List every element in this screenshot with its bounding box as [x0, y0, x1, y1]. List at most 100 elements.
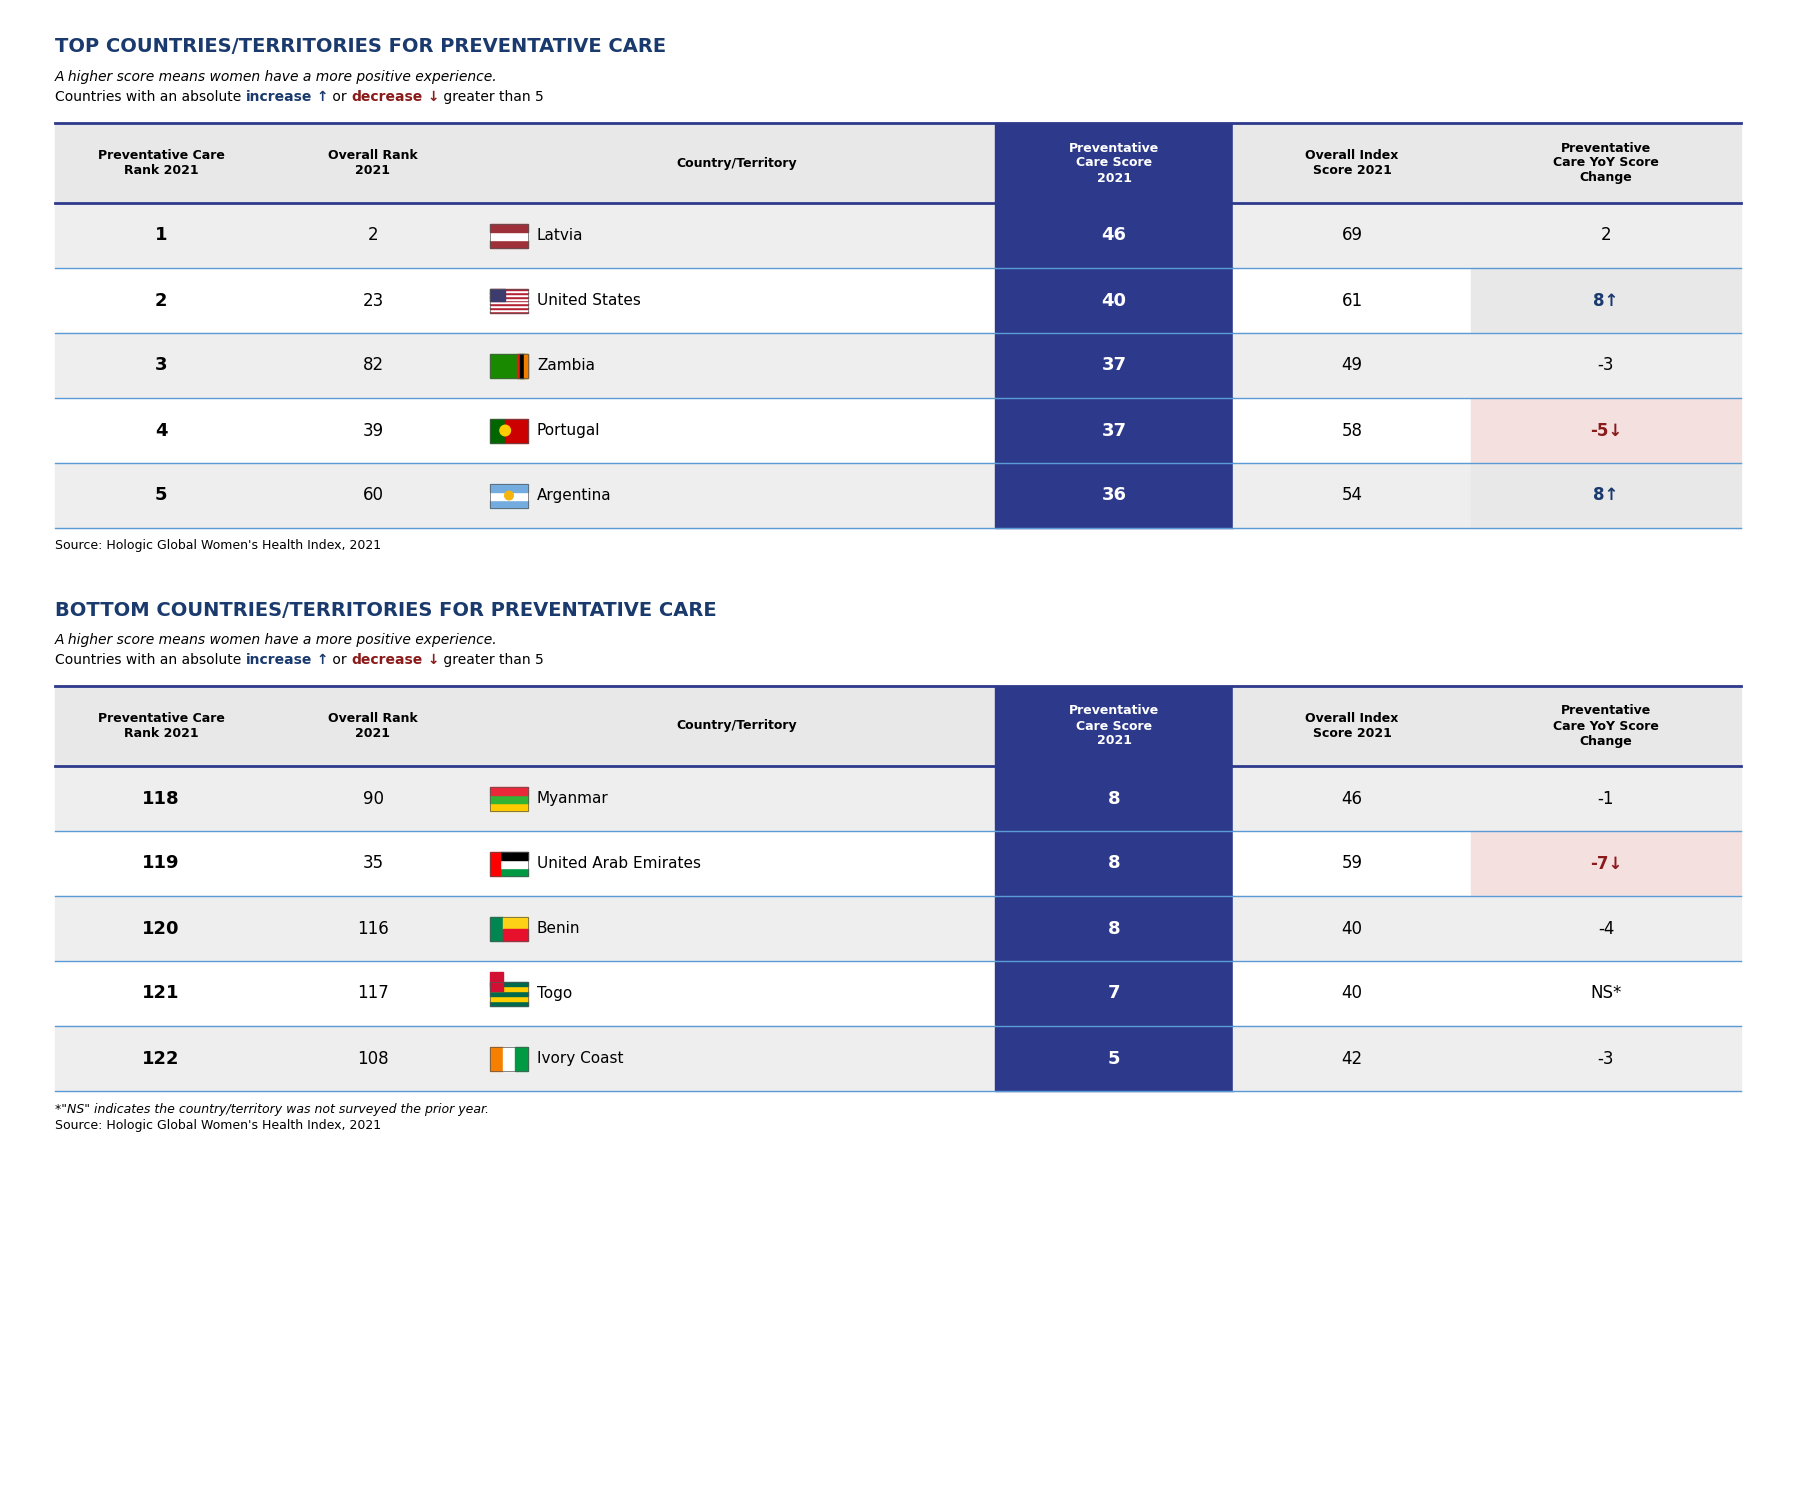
- Bar: [490, 418, 506, 442]
- Text: decrease: decrease: [351, 90, 423, 105]
- Bar: [490, 293, 527, 294]
- Bar: [1471, 463, 1741, 527]
- Text: -4: -4: [1598, 919, 1615, 938]
- Bar: [490, 309, 527, 311]
- Bar: [490, 802, 527, 811]
- Bar: [56, 766, 995, 831]
- Bar: [56, 463, 995, 527]
- Text: Preventative
Care Score
2021: Preventative Care Score 2021: [1069, 705, 1159, 747]
- Text: 23: 23: [362, 291, 383, 309]
- Bar: [1471, 123, 1741, 203]
- Bar: [490, 311, 527, 312]
- Bar: [1233, 463, 1471, 527]
- Text: 118: 118: [142, 789, 180, 807]
- Bar: [490, 916, 504, 941]
- Bar: [56, 123, 995, 203]
- Text: TOP COUNTRIES/TERRITORIES FOR PREVENTATIVE CARE: TOP COUNTRIES/TERRITORIES FOR PREVENTATI…: [56, 37, 666, 57]
- Bar: [56, 333, 995, 397]
- Bar: [490, 916, 527, 941]
- Bar: [995, 896, 1233, 961]
- Bar: [56, 203, 995, 267]
- Bar: [1471, 203, 1741, 267]
- Text: decrease: decrease: [351, 653, 423, 666]
- Bar: [1471, 961, 1741, 1026]
- Text: 37: 37: [1102, 357, 1127, 375]
- Bar: [490, 288, 527, 290]
- Bar: [502, 1046, 515, 1071]
- Text: 69: 69: [1341, 227, 1363, 245]
- Bar: [1233, 333, 1471, 397]
- Bar: [490, 991, 527, 996]
- Bar: [1233, 1026, 1471, 1091]
- Text: 90: 90: [362, 789, 383, 807]
- Bar: [490, 294, 527, 296]
- Text: or: or: [328, 653, 351, 666]
- Text: -7↓: -7↓: [1589, 855, 1622, 872]
- Bar: [995, 123, 1233, 203]
- Text: -3: -3: [1598, 1049, 1615, 1068]
- Bar: [1233, 686, 1471, 766]
- Text: Overall Index
Score 2021: Overall Index Score 2021: [1305, 713, 1399, 740]
- Bar: [995, 267, 1233, 333]
- Bar: [56, 831, 995, 896]
- Bar: [56, 686, 995, 766]
- Text: Source: Hologic Global Women's Health Index, 2021: Source: Hologic Global Women's Health In…: [56, 539, 382, 553]
- Text: 5: 5: [1107, 1049, 1120, 1068]
- Bar: [490, 986, 527, 991]
- Bar: [490, 1046, 527, 1071]
- Bar: [56, 1026, 995, 1091]
- Bar: [490, 296, 527, 297]
- Bar: [1471, 1026, 1741, 1091]
- Bar: [490, 852, 527, 875]
- Text: Benin: Benin: [536, 920, 580, 937]
- Text: Preventative Care
Rank 2021: Preventative Care Rank 2021: [97, 713, 225, 740]
- Bar: [1233, 203, 1471, 267]
- Text: Preventative
Care Score
2021: Preventative Care Score 2021: [1069, 142, 1159, 184]
- Text: 116: 116: [356, 919, 389, 938]
- Text: -3: -3: [1598, 357, 1615, 375]
- Bar: [56, 896, 995, 961]
- Bar: [56, 961, 995, 1026]
- Text: 35: 35: [362, 855, 383, 872]
- Text: NS*: NS*: [1591, 985, 1622, 1002]
- Bar: [1471, 831, 1741, 896]
- Text: Country/Territory: Country/Territory: [677, 720, 797, 732]
- Text: increase: increase: [245, 90, 311, 105]
- Text: 121: 121: [142, 985, 180, 1002]
- Text: 5: 5: [155, 487, 167, 505]
- Bar: [490, 982, 527, 986]
- Bar: [995, 397, 1233, 463]
- Bar: [1471, 766, 1741, 831]
- Bar: [1233, 766, 1471, 831]
- Bar: [490, 1046, 502, 1071]
- Bar: [995, 1026, 1233, 1091]
- Bar: [490, 224, 527, 232]
- Text: Countries with an absolute: Countries with an absolute: [56, 90, 245, 105]
- Bar: [1233, 831, 1471, 896]
- Bar: [995, 203, 1233, 267]
- Text: greater than 5: greater than 5: [439, 653, 544, 666]
- Text: 8↑: 8↑: [1593, 291, 1618, 309]
- Bar: [515, 1046, 527, 1071]
- Bar: [995, 831, 1233, 896]
- Text: 8↑: 8↑: [1593, 487, 1618, 505]
- Bar: [1233, 123, 1471, 203]
- Text: 82: 82: [362, 357, 383, 375]
- Text: 1: 1: [155, 227, 167, 245]
- Bar: [490, 795, 527, 802]
- Text: Overall Rank
2021: Overall Rank 2021: [328, 713, 418, 740]
- Text: greater than 5: greater than 5: [439, 90, 544, 105]
- Text: 4: 4: [155, 421, 167, 439]
- Text: Togo: Togo: [536, 986, 572, 1001]
- Bar: [490, 852, 500, 875]
- Bar: [56, 267, 995, 333]
- Bar: [490, 492, 527, 499]
- Text: Zambia: Zambia: [536, 359, 596, 374]
- Bar: [500, 852, 527, 859]
- Text: or: or: [328, 90, 351, 105]
- Text: 3: 3: [155, 357, 167, 375]
- Text: 42: 42: [1341, 1049, 1363, 1068]
- Text: 40: 40: [1102, 291, 1127, 309]
- Text: 119: 119: [142, 855, 180, 872]
- Bar: [490, 786, 527, 811]
